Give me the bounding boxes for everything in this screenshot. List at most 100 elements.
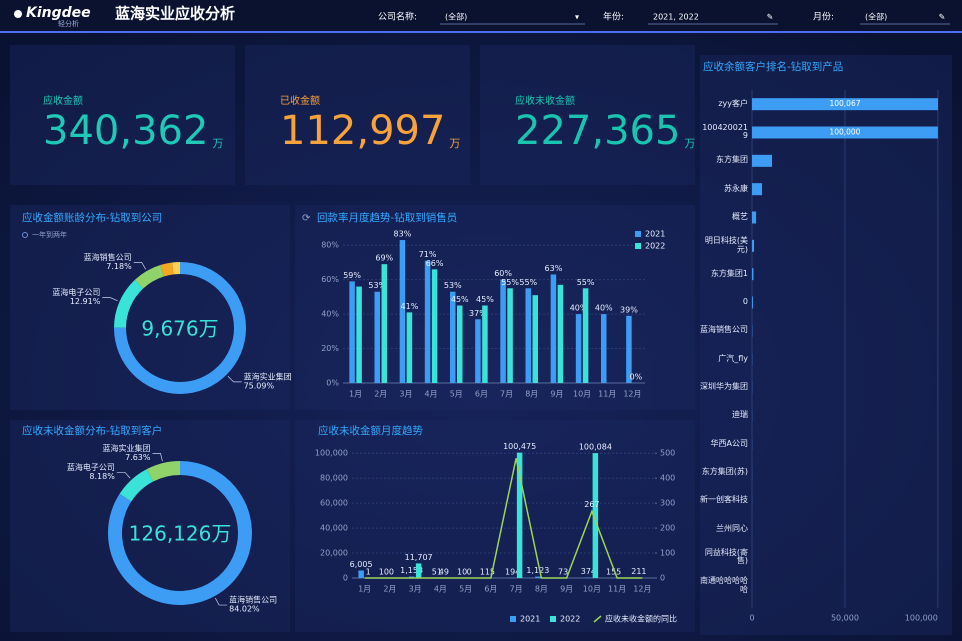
slice-value-label: 7.18% xyxy=(106,262,132,271)
x-tick-label: 5月 xyxy=(450,390,463,399)
filter-icon[interactable]: ▾ xyxy=(575,13,579,22)
slice-label: 蓝海销售公司 xyxy=(229,595,277,605)
category-label: 华西A公司 xyxy=(710,438,748,448)
bar-value-label: 83% xyxy=(394,230,412,239)
y-tick-label: 20% xyxy=(321,344,339,353)
bar-value-label: 51 xyxy=(432,567,442,576)
x-tick-label: 7月 xyxy=(510,585,523,594)
bar-value-label: 66% xyxy=(426,259,444,268)
x-tick-label: 11月 xyxy=(598,390,616,399)
category-label: 东方集团1 xyxy=(710,268,748,278)
category-label-box: 概艺 xyxy=(732,212,748,221)
bar xyxy=(415,563,422,578)
slice-value-label: 12.91% xyxy=(70,297,101,306)
slice-value-label: 8.18% xyxy=(89,472,115,481)
bar xyxy=(550,274,557,383)
y-tick-label: 100,000 xyxy=(315,449,348,458)
category-label-box: 兰州同心 xyxy=(716,524,748,533)
legend-swatch xyxy=(635,243,641,249)
filter-value[interactable]: (全部) xyxy=(445,12,467,22)
bar-value-label: 1,123 xyxy=(526,566,549,575)
bar xyxy=(752,154,772,167)
category-label: 新一创客科技 xyxy=(700,495,748,505)
category-label: 迪瑞 xyxy=(732,410,748,420)
page-title: 蓝海实业应收分析 xyxy=(115,5,235,23)
x-tick-label: 1月 xyxy=(358,585,371,594)
bar-value-label: 39% xyxy=(620,305,638,314)
bar xyxy=(752,183,763,196)
legend-icon xyxy=(22,232,28,238)
x-tick-label: 8月 xyxy=(525,390,538,399)
chart-title: 应收余额客户排名-钻取到产品 xyxy=(703,60,843,73)
bar xyxy=(424,260,431,383)
y-tick-label: 80,000 xyxy=(320,474,348,483)
bar-value-label: 55% xyxy=(519,278,537,287)
chart-title: 回款率月度趋势-钻取到销售员 xyxy=(317,211,457,224)
refresh-icon[interactable]: ⟳ xyxy=(302,213,311,224)
filter-icon[interactable]: ✎ xyxy=(767,13,774,22)
filter-label: 年份: xyxy=(603,11,624,23)
filter-icon[interactable]: ✎ xyxy=(939,13,946,22)
chart-title: 应收未收金额月度趋势 xyxy=(318,424,423,437)
category-label-box: 东方集团1 xyxy=(710,268,748,278)
category-label: 明日科技(美元) xyxy=(704,236,748,254)
bar-value-label: 53% xyxy=(368,281,386,290)
bar xyxy=(752,211,757,224)
bar-value-label: 41% xyxy=(401,302,419,311)
kpi-label: 已收金额 xyxy=(280,94,320,107)
category-label: 东方集团 xyxy=(716,155,748,165)
leader-line xyxy=(116,471,131,479)
line xyxy=(364,458,643,579)
category-label: 南通哈哈哈哈哈 xyxy=(700,576,748,594)
bar-value-label: 100,475 xyxy=(503,442,536,451)
bar-value-label: 1 xyxy=(366,567,371,576)
bar-value-label: 40% xyxy=(570,304,588,313)
bar xyxy=(356,286,362,383)
category-label-box: 东方集团 xyxy=(716,155,748,165)
y-tick-label: 40% xyxy=(321,310,339,319)
kpi-panel xyxy=(10,45,235,185)
category-label-box: 南通哈哈哈哈哈 xyxy=(700,576,748,594)
category-label-box: 新一创客科技 xyxy=(700,495,748,505)
category-label-box: 同益科技(寄售) xyxy=(704,547,748,566)
bar-value-label: 6,005 xyxy=(350,560,373,569)
x-tick-label: 6月 xyxy=(484,585,497,594)
category-label: 同益科技(寄售) xyxy=(704,547,748,566)
bar xyxy=(507,288,513,383)
x-tick-label: 3月 xyxy=(409,585,422,594)
category-label-box: 明日科技(美元) xyxy=(704,236,748,254)
x-tick-label: 2月 xyxy=(383,585,396,594)
bar-value-label: 69% xyxy=(375,254,393,263)
bar xyxy=(431,269,438,383)
legend-swatch xyxy=(593,615,602,623)
bar-value-label: 63% xyxy=(545,264,563,273)
category-label: zyy客户 xyxy=(718,98,748,108)
legend-label: 2022 xyxy=(560,615,580,624)
logo-icon xyxy=(14,10,22,18)
y-tick-label: 0% xyxy=(326,379,339,388)
y-tick-label: 40,000 xyxy=(320,524,348,533)
category-label-box: 华西A公司 xyxy=(710,438,748,448)
donut-center-label: 9,676万 xyxy=(141,317,218,341)
leader-line xyxy=(152,453,163,462)
bar-value-label: 10 xyxy=(457,567,467,576)
chart-panel xyxy=(700,55,952,635)
y2-tick-label: 200 xyxy=(660,524,675,533)
chart-title: 应收金额账龄分布-钻取到公司 xyxy=(22,211,162,224)
bar xyxy=(500,279,506,383)
donut-slice xyxy=(134,265,164,289)
category-label-box: 0 xyxy=(743,297,748,306)
category-label-box: 深圳华为集团 xyxy=(700,382,748,391)
filter-value[interactable]: 2021, 2022 xyxy=(653,13,699,22)
category-label: 1004200219 xyxy=(702,122,748,141)
filter-value[interactable]: (全部) xyxy=(865,12,887,22)
category-label-box: 广汽_fly xyxy=(718,354,748,363)
bar-value-label: 100,000 xyxy=(829,128,860,137)
legend-label: 2021 xyxy=(520,615,540,624)
kpi-value: 112,997 xyxy=(280,108,445,154)
y-tick-label: 80% xyxy=(321,241,339,250)
bar-value-label: 53% xyxy=(444,281,462,290)
slice-label: 蓝海电子公司 xyxy=(52,287,100,297)
bar xyxy=(399,240,406,383)
